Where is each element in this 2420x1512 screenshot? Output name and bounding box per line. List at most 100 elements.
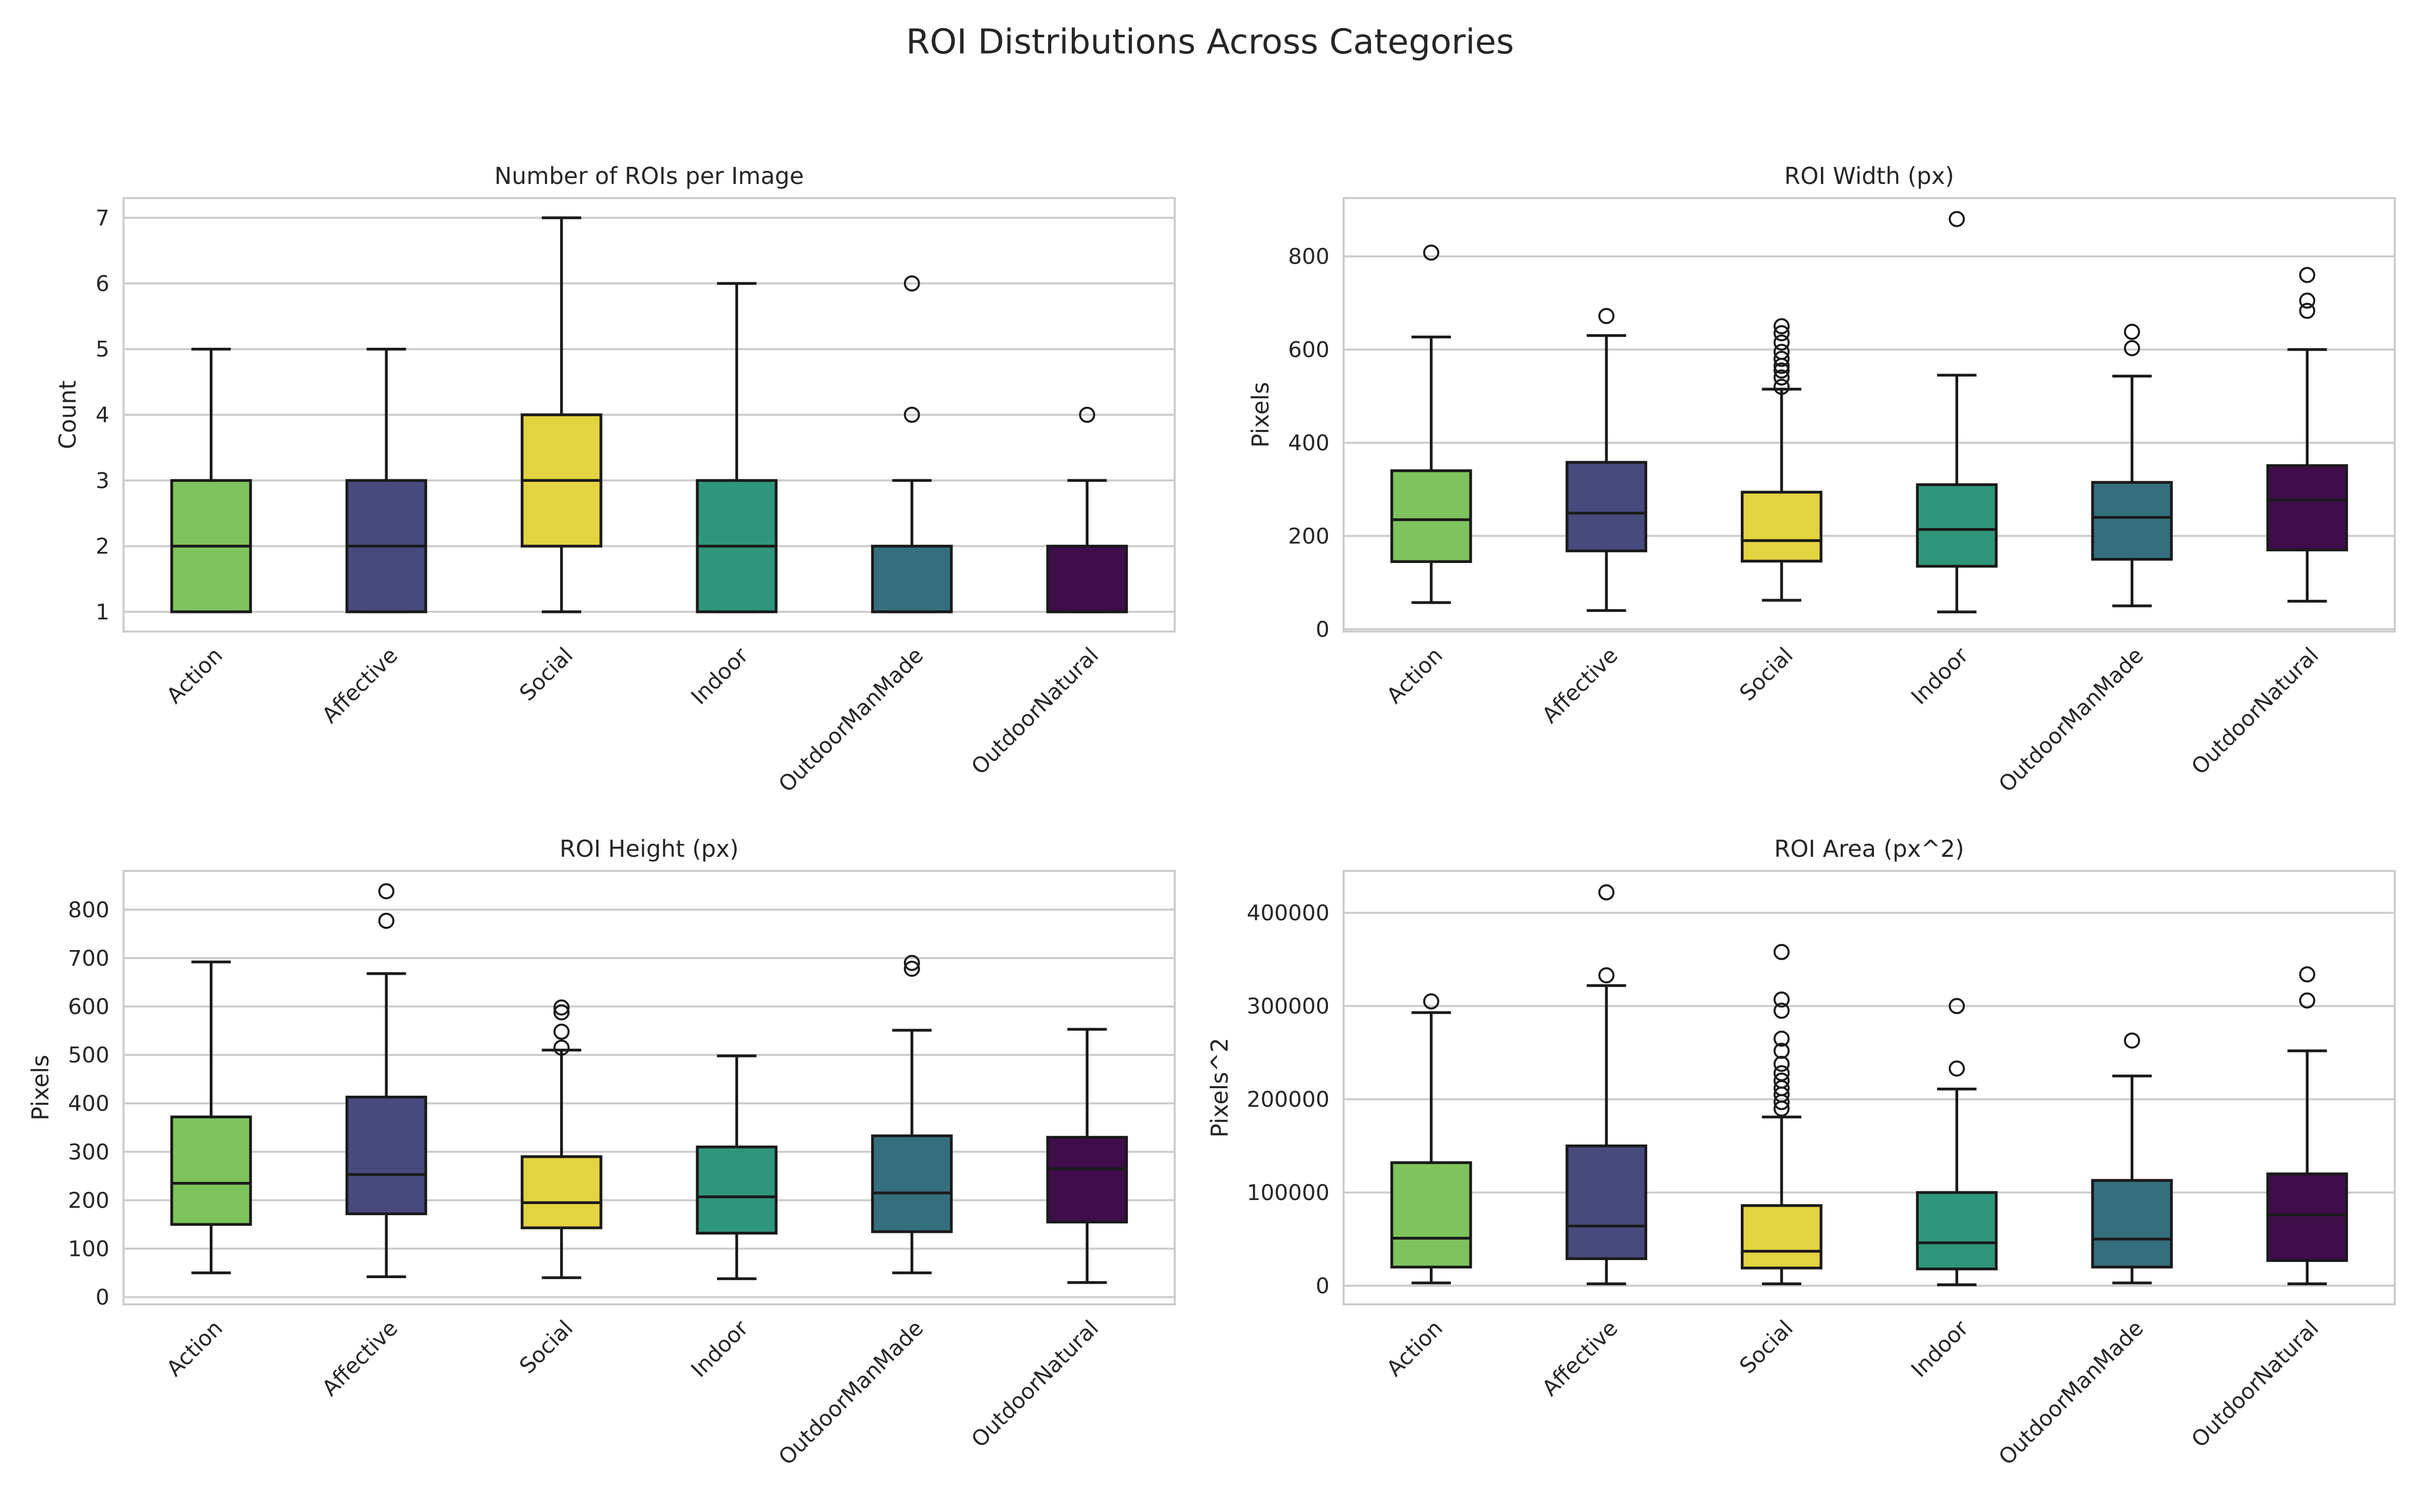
iqr-box bbox=[1565, 461, 1648, 552]
y-tick-label: 400 bbox=[68, 1091, 109, 1116]
subplot-title: ROI Height (px) bbox=[560, 835, 739, 862]
x-tick-label: Indoor bbox=[1906, 1315, 1973, 1382]
x-tick-label: OutdoorManMade bbox=[1994, 1315, 2148, 1470]
outlier-point bbox=[1423, 993, 1439, 1010]
box-outdoormanmade bbox=[2091, 1032, 2173, 1285]
iqr-box bbox=[345, 1095, 428, 1216]
outlier-point bbox=[553, 1024, 570, 1040]
outlier-point bbox=[1773, 1030, 1790, 1047]
outlier-point bbox=[378, 912, 395, 929]
plot-area bbox=[123, 870, 1176, 1305]
box-outdoornatural bbox=[1046, 1028, 1128, 1284]
outlier-point bbox=[903, 961, 920, 977]
outlier-point bbox=[553, 999, 570, 1016]
iqr-box bbox=[1740, 1204, 1823, 1270]
plot-area bbox=[1343, 197, 2396, 633]
x-tick-label: OutdoorNatural bbox=[2187, 1315, 2324, 1453]
outlier-point bbox=[903, 275, 920, 292]
y-tick-label: 6 bbox=[96, 271, 109, 296]
box-outdoornatural bbox=[2266, 267, 2348, 603]
figure-title: ROI Distributions Across Categories bbox=[906, 22, 1514, 62]
y-tick-label: 800 bbox=[1288, 244, 1329, 270]
iqr-box bbox=[2091, 481, 2173, 561]
outlier-point bbox=[2299, 267, 2316, 283]
outlier-point bbox=[1773, 379, 1790, 395]
box-action bbox=[170, 347, 252, 613]
y-axis-label: Pixels^2 bbox=[1206, 1038, 1233, 1138]
box-outdoormanmade bbox=[2091, 324, 2173, 607]
y-tick-label: 2 bbox=[96, 534, 109, 559]
outlier-point bbox=[2124, 324, 2140, 340]
outlier-point bbox=[2299, 966, 2316, 983]
iqr-box bbox=[520, 1155, 602, 1229]
iqr-box bbox=[1740, 490, 1823, 563]
outlier-point bbox=[903, 407, 920, 423]
outlier-point bbox=[1773, 318, 1790, 335]
box-outdoornatural bbox=[2266, 966, 2348, 1286]
y-tick-label: 400000 bbox=[1247, 901, 1329, 926]
y-tick-label: 300 bbox=[68, 1140, 109, 1165]
y-tick-label: 200 bbox=[68, 1188, 109, 1213]
subplot-title: Number of ROIs per Image bbox=[495, 162, 804, 190]
outlier-point bbox=[1598, 307, 1615, 324]
box-social bbox=[520, 999, 602, 1279]
y-tick-label: 0 bbox=[1316, 1274, 1329, 1299]
outlier-point bbox=[2124, 340, 2140, 356]
outlier-point bbox=[903, 955, 920, 971]
y-tick-label: 200 bbox=[1288, 524, 1329, 549]
iqr-box bbox=[1565, 1144, 1648, 1261]
plot-area bbox=[1343, 870, 2396, 1305]
box-social bbox=[1740, 943, 1823, 1286]
box-action bbox=[1390, 993, 1472, 1285]
iqr-box bbox=[1916, 483, 1998, 568]
outlier-point bbox=[1773, 344, 1790, 360]
y-tick-label: 800 bbox=[68, 898, 109, 923]
outlier-point bbox=[1773, 362, 1790, 379]
y-tick-label: 400 bbox=[1288, 430, 1329, 456]
x-tick-label: Social bbox=[1735, 1315, 1798, 1379]
x-tick-label: Affective bbox=[1537, 1315, 1623, 1401]
y-tick-label: 7 bbox=[96, 206, 109, 231]
box-outdoormanmade bbox=[871, 955, 953, 1275]
iqr-box bbox=[2091, 1179, 2173, 1269]
y-tick-label: 1 bbox=[96, 600, 109, 625]
outlier-point bbox=[1773, 943, 1790, 960]
box-indoor bbox=[696, 282, 778, 613]
outlier-point bbox=[2299, 292, 2316, 309]
box-action bbox=[1390, 244, 1472, 604]
outlier-point bbox=[1773, 351, 1790, 367]
iqr-box bbox=[1046, 1136, 1128, 1224]
y-tick-label: 700 bbox=[68, 946, 109, 971]
outlier-point bbox=[1773, 991, 1790, 1008]
outlier-point bbox=[2124, 1032, 2140, 1049]
iqr-box bbox=[2266, 1172, 2348, 1262]
iqr-box bbox=[1390, 1161, 1472, 1269]
outlier-point bbox=[1773, 1055, 1790, 1072]
outlier-point bbox=[1949, 998, 1965, 1015]
outlier-point bbox=[2299, 302, 2316, 319]
box-indoor bbox=[1916, 998, 1998, 1286]
subplot-title: ROI Width (px) bbox=[1784, 162, 1954, 190]
box-social bbox=[520, 216, 602, 613]
box-indoor bbox=[1916, 211, 1998, 613]
box-affective bbox=[1565, 307, 1648, 612]
y-axis-label: Count bbox=[54, 381, 81, 450]
outlier-point bbox=[1949, 1060, 1965, 1077]
y-tick-label: 5 bbox=[96, 337, 109, 362]
y-tick-label: 500 bbox=[68, 1043, 109, 1068]
iqr-box bbox=[2266, 464, 2348, 551]
y-tick-label: 100 bbox=[68, 1236, 109, 1262]
box-action bbox=[170, 960, 252, 1275]
x-tick-label: Action bbox=[1382, 1315, 1448, 1381]
outlier-point bbox=[1773, 369, 1790, 386]
outlier-point bbox=[1079, 407, 1096, 423]
iqr-box bbox=[871, 1134, 953, 1233]
outlier-point bbox=[553, 1039, 570, 1056]
y-tick-label: 4 bbox=[96, 403, 109, 428]
y-axis-label: Pixels bbox=[27, 1055, 54, 1120]
iqr-box bbox=[1916, 1191, 1998, 1271]
box-outdoornatural bbox=[1046, 407, 1128, 613]
